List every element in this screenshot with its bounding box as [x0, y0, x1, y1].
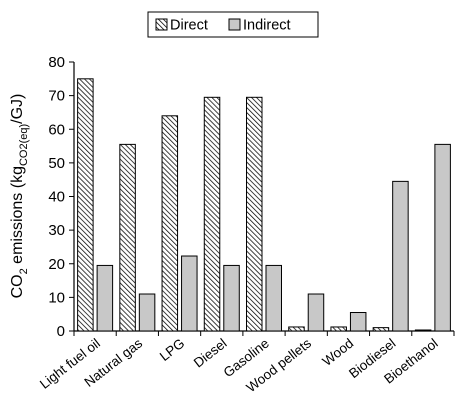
bar-indirect — [138, 293, 156, 332]
bar-direct — [288, 326, 305, 332]
bar-indirect — [392, 180, 409, 332]
bar-direct — [246, 96, 263, 332]
y-tick-label: 0 — [57, 323, 65, 340]
bar-indirect — [434, 143, 451, 332]
y-tick-label: 80 — [48, 54, 65, 71]
bar-direct — [161, 115, 179, 332]
bar-direct — [414, 329, 432, 332]
bar-direct — [77, 78, 94, 332]
y-tick-label: 40 — [48, 189, 65, 206]
bar-direct — [372, 327, 390, 332]
legend: Direct Indirect — [147, 11, 319, 38]
y-tick-label: 10 — [48, 289, 65, 306]
y-tick-label: 30 — [48, 222, 65, 239]
bar-indirect — [349, 312, 367, 332]
legend-swatch-indirect — [228, 18, 241, 31]
bar-indirect — [265, 264, 282, 332]
bar-indirect — [96, 264, 114, 332]
y-tick-label: 70 — [48, 88, 65, 105]
bar-direct — [119, 143, 136, 332]
legend-swatch-direct — [155, 18, 168, 31]
bar-indirect — [181, 255, 198, 332]
bar-direct — [203, 96, 221, 332]
y-axis-label: CO2 emissions (kgCO2(eq)/GJ) — [9, 94, 30, 299]
bar-indirect — [307, 293, 325, 332]
y-tick-label: 60 — [48, 121, 65, 138]
legend-label-indirect: Indirect — [243, 18, 291, 34]
x-category-label: LPG — [157, 336, 188, 364]
bar-indirect — [223, 264, 240, 332]
y-tick-label: 20 — [48, 256, 65, 273]
y-tick-label: 50 — [48, 155, 65, 172]
x-category-label: Wood — [319, 336, 356, 369]
legend-label-direct: Direct — [170, 18, 208, 34]
bar-direct — [330, 326, 347, 332]
